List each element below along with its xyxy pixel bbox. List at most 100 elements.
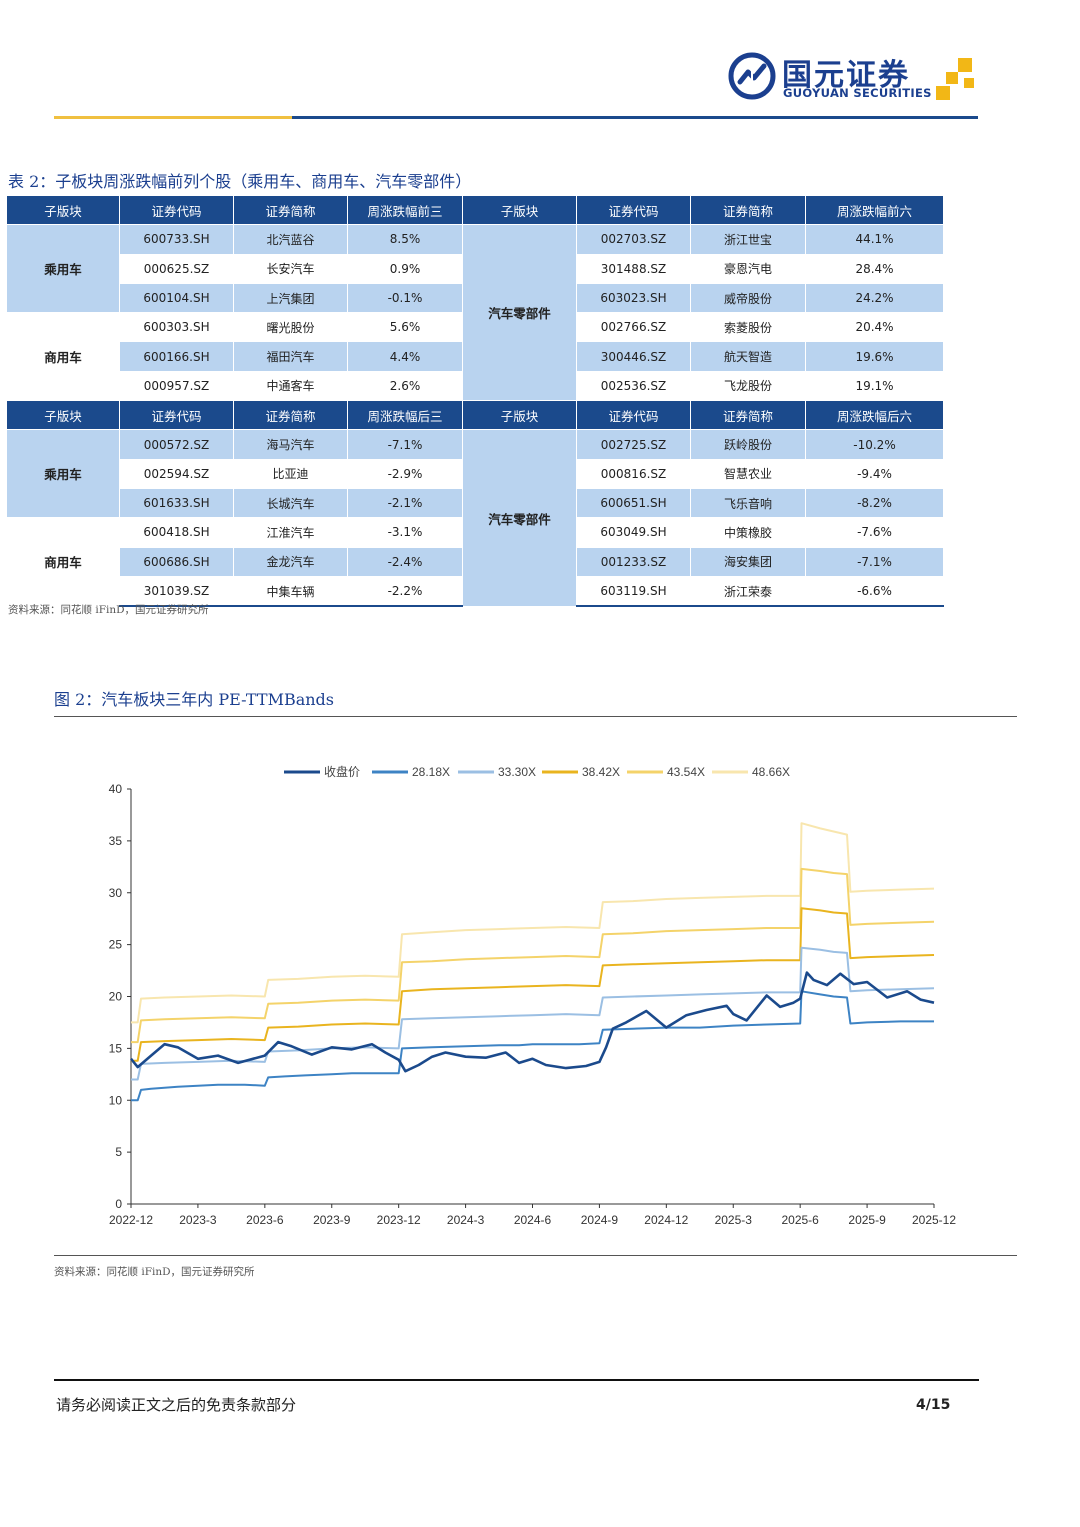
stock-code: 000625.SZ <box>119 253 234 284</box>
stock-change: 24.2% <box>805 282 944 314</box>
legend-label: 48.66X <box>752 765 790 779</box>
stock-code: 001233.SZ <box>576 546 691 577</box>
stock-change: -9.4% <box>805 458 944 489</box>
stock-code: 300446.SZ <box>576 341 691 372</box>
stock-change: -2.2% <box>347 575 463 608</box>
table-row: 000625.SZ 长安汽车 0.9% 301488.SZ 豪恩汽电 28.4% <box>7 253 944 284</box>
x-tick-label: 2023-3 <box>179 1213 217 1227</box>
legend-label: 28.18X <box>412 765 450 779</box>
table-header-cell: 证券代码 <box>576 400 691 431</box>
stock-change: -8.2% <box>805 487 944 519</box>
legend-label: 38.42X <box>582 765 620 779</box>
stock-code: 000957.SZ <box>119 370 234 402</box>
page-number: 4/15 <box>916 1397 951 1413</box>
table-header-cell: 证券简称 <box>690 400 806 431</box>
stock-code: 603049.SH <box>576 517 691 548</box>
logo-emblem-icon <box>728 52 776 100</box>
series-line-b3 <box>131 907 935 1062</box>
stock-change: -3.1% <box>347 517 463 548</box>
stock-code: 600733.SH <box>119 224 234 255</box>
y-tick-label: 40 <box>109 782 123 796</box>
x-tick-label: 2023-6 <box>246 1213 284 1227</box>
stock-name: 北汽蓝谷 <box>233 224 348 255</box>
stock-code: 600651.SH <box>576 487 691 519</box>
sector-cell: 汽车零部件 <box>462 429 577 607</box>
table-row: 商用车 600303.SH 曙光股份 5.6% 002766.SZ 索菱股份 20.4% <box>6 312 944 402</box>
table-row: 乘用车 600733.SH 北汽蓝谷 8.5% 汽车零部件 002703.SZ 浙江世宝 44… <box>6 224 944 402</box>
stock-table: 子版块 证券代码 证券简称 周涨跌幅前三 子版块 证券代码 证券简称 周涨跌幅前六 乘用车 600… <box>6 194 944 608</box>
stock-name: 长城汽车 <box>233 487 348 519</box>
table-header-cell: 子版块 <box>6 400 120 431</box>
table-row: 301039.SZ 中集车辆 -2.2% 603119.SH 浙江荣泰 -6.6% <box>7 575 944 608</box>
stock-code: 000572.SZ <box>119 429 234 460</box>
sector-cell: 乘用车 <box>6 429 120 519</box>
table-header-cell: 证券简称 <box>233 194 348 226</box>
legend-label: 43.54X <box>667 765 705 779</box>
stock-name: 长安汽车 <box>233 253 348 284</box>
table-header-row: 子版块 证券代码 证券简称 周涨跌幅前三 子版块 证券代码 证券简称 周涨跌幅前六 <box>6 194 944 226</box>
x-tick-label: 2023-12 <box>377 1213 421 1227</box>
stock-name: 飞龙股份 <box>690 370 806 402</box>
stock-code: 600686.SH <box>119 546 234 577</box>
stock-change: 5.6% <box>347 312 463 343</box>
stock-code: 600303.SH <box>119 312 234 343</box>
series-line-close <box>129 971 935 1073</box>
stock-code: 301039.SZ <box>119 575 234 608</box>
stock-code: 002536.SZ <box>576 370 691 402</box>
stock-code: 002725.SZ <box>576 429 691 460</box>
x-tick-label: 2022-12 <box>109 1213 153 1227</box>
stock-name: 威帝股份 <box>690 282 806 314</box>
stock-name: 航天智造 <box>690 341 806 372</box>
x-tick-label: 2024-12 <box>644 1213 688 1227</box>
table-header-cell: 子版块 <box>462 400 577 431</box>
x-tick-label: 2024-6 <box>514 1213 552 1227</box>
stock-name: 江淮汽车 <box>233 517 348 548</box>
stock-code: 301488.SZ <box>576 253 691 284</box>
stock-change: 19.1% <box>805 370 944 402</box>
table-header-cell: 证券代码 <box>119 400 234 431</box>
table-header-cell: 证券简称 <box>233 400 348 431</box>
stock-code: 002594.SZ <box>119 458 234 489</box>
y-tick-label: 10 <box>109 1093 123 1107</box>
stock-code: 600104.SH <box>119 282 234 314</box>
y-tick-label: 5 <box>115 1145 122 1159</box>
stock-name: 曙光股份 <box>233 312 348 343</box>
stock-name: 中通客车 <box>233 370 348 402</box>
stock-change: -0.1% <box>347 282 463 314</box>
pe-bands-chart: 0 5 10 15 20 25 30 35 40 2022-12 2023-3 2023-6 2023-… <box>109 764 957 1227</box>
header-rule-gold <box>54 116 292 119</box>
table-row: 600166.SH 福田汽车 4.4% 300446.SZ 航天智造 19.6% <box>7 341 944 372</box>
stock-name: 跃岭股份 <box>690 429 806 460</box>
table-header-cell: 证券代码 <box>576 194 691 226</box>
figure-rule-bottom <box>54 1255 1017 1256</box>
x-tick-label: 2025-3 <box>715 1213 753 1227</box>
stock-change: 4.4% <box>347 341 463 372</box>
x-tick-label: 2025-12 <box>912 1213 956 1227</box>
table-header-cell: 证券简称 <box>690 194 806 226</box>
sector-cell: 汽车零部件 <box>462 224 577 402</box>
y-tick-label: 35 <box>109 834 123 848</box>
table-row: 601633.SH 长城汽车 -2.1% 600651.SH 飞乐音响 -8.2% <box>7 487 944 519</box>
header-rule-blue <box>292 116 978 119</box>
stock-name: 上汽集团 <box>233 282 348 314</box>
table-header-row: 子版块 证券代码 证券简称 周涨跌幅后三 子版块 证券代码 证券简称 周涨跌幅后六 <box>6 400 944 431</box>
series-line-b5 <box>131 822 935 1024</box>
stock-change: -2.9% <box>347 458 463 489</box>
stock-change: -2.4% <box>347 546 463 577</box>
table-header-cell: 周涨跌幅后六 <box>805 400 944 431</box>
stock-name: 浙江世宝 <box>690 224 806 255</box>
stock-code: 603119.SH <box>576 575 691 608</box>
stock-code: 603023.SH <box>576 282 691 314</box>
table-title: 表 2：子板块周涨跌幅前列个股（乘用车、商用车、汽车零部件） <box>8 172 472 191</box>
stock-change: 0.9% <box>347 253 463 284</box>
y-tick-label: 15 <box>109 1041 123 1055</box>
stock-change: 28.4% <box>805 253 944 284</box>
company-logo: 国元证券 GUOYUAN SECURITIES <box>728 52 978 104</box>
x-tick-label: 2024-3 <box>447 1213 485 1227</box>
stock-change: 2.6% <box>347 370 463 402</box>
series-line-b4 <box>131 867 935 1044</box>
stock-name: 中策橡胶 <box>690 517 806 548</box>
table-header-cell: 周涨跌幅后三 <box>347 400 463 431</box>
sector-cell: 乘用车 <box>6 224 120 314</box>
stock-name: 海马汽车 <box>233 429 348 460</box>
